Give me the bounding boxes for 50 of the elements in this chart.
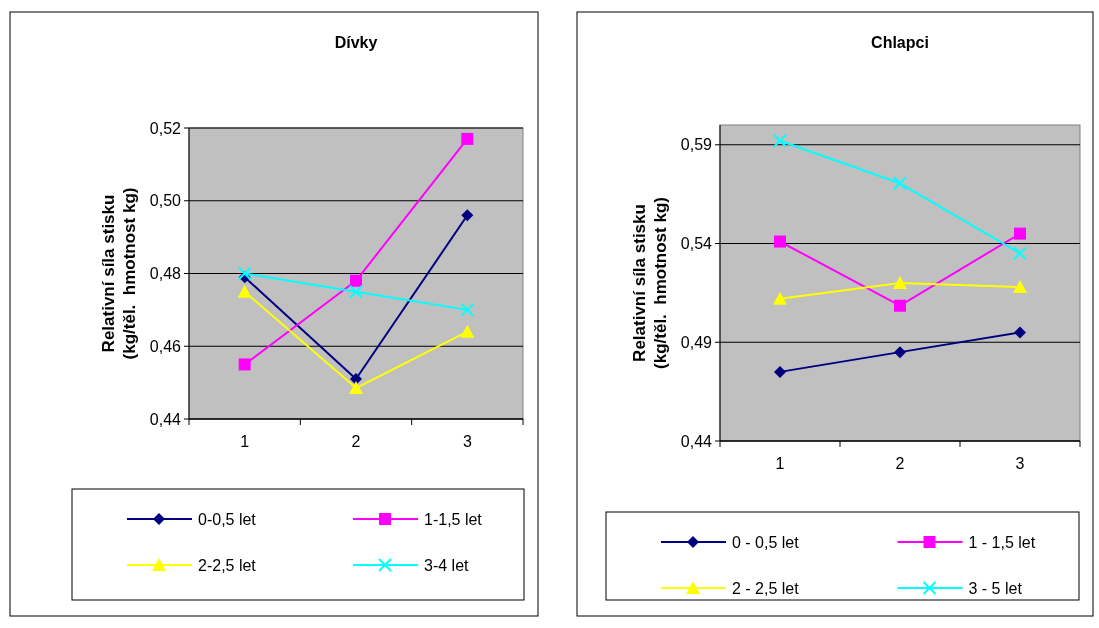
point: [460, 324, 475, 338]
point: [1014, 326, 1026, 339]
y-tick-label: 0,54: [680, 235, 713, 253]
point: [1013, 246, 1027, 261]
legend-label: 3 - 5 let: [968, 579, 1023, 597]
legend-label: 2 - 2,5 let: [732, 579, 800, 597]
legend-label: 2-2,5 let: [198, 556, 257, 574]
point: [894, 299, 906, 312]
y-tick-label: 0,44: [680, 432, 713, 450]
point: [350, 274, 362, 287]
y-tick-label: 0,59: [680, 136, 713, 154]
point: [349, 381, 363, 395]
point: [1014, 227, 1026, 240]
point: [461, 209, 474, 222]
x-tick-label: 2: [895, 455, 905, 472]
x-tick-label: 2: [351, 433, 361, 450]
legend-label: 0 - 0,5 let: [732, 533, 800, 551]
y-tick-label: 0,46: [149, 337, 182, 355]
point: [894, 346, 906, 359]
y-tick-label: 0,50: [149, 192, 182, 210]
point: [350, 372, 362, 385]
legend-label: 1 - 1,5 let: [968, 533, 1036, 551]
chart-title: Chlapci: [871, 34, 929, 51]
point: [1013, 279, 1027, 293]
legend-label: 0-0,5 let: [198, 510, 257, 528]
point: [238, 358, 251, 371]
chart-title: Dívky: [334, 34, 378, 51]
y-tick-label: 0,48: [149, 265, 182, 283]
point: [773, 133, 787, 148]
x-tick-label: 1: [240, 433, 250, 450]
point: [349, 284, 363, 299]
x-tick-label: 3: [462, 433, 472, 450]
y-axis-title: Relativní síla stisku (kg/těl. hmotnost kg): [99, 187, 139, 360]
y-tick-label: 0,52: [149, 119, 182, 137]
legend-label: 1-1,5 let: [424, 510, 483, 528]
point: [237, 266, 252, 281]
point: [461, 132, 474, 145]
y-tick-label: 0,49: [680, 333, 713, 351]
point: [773, 291, 787, 305]
point: [893, 276, 907, 289]
legend-label: 3-4 let: [424, 556, 470, 574]
x-tick-label: 1: [775, 455, 785, 472]
point: [774, 365, 786, 378]
y-tick-label: 0,44: [149, 410, 182, 428]
point: [893, 176, 907, 191]
y-axis-title: Relativní síla stisku (kg/těl. hmotnost kg): [630, 197, 670, 369]
point: [774, 235, 786, 248]
point: [460, 302, 475, 317]
point: [237, 284, 252, 298]
x-tick-label: 3: [1015, 455, 1025, 472]
